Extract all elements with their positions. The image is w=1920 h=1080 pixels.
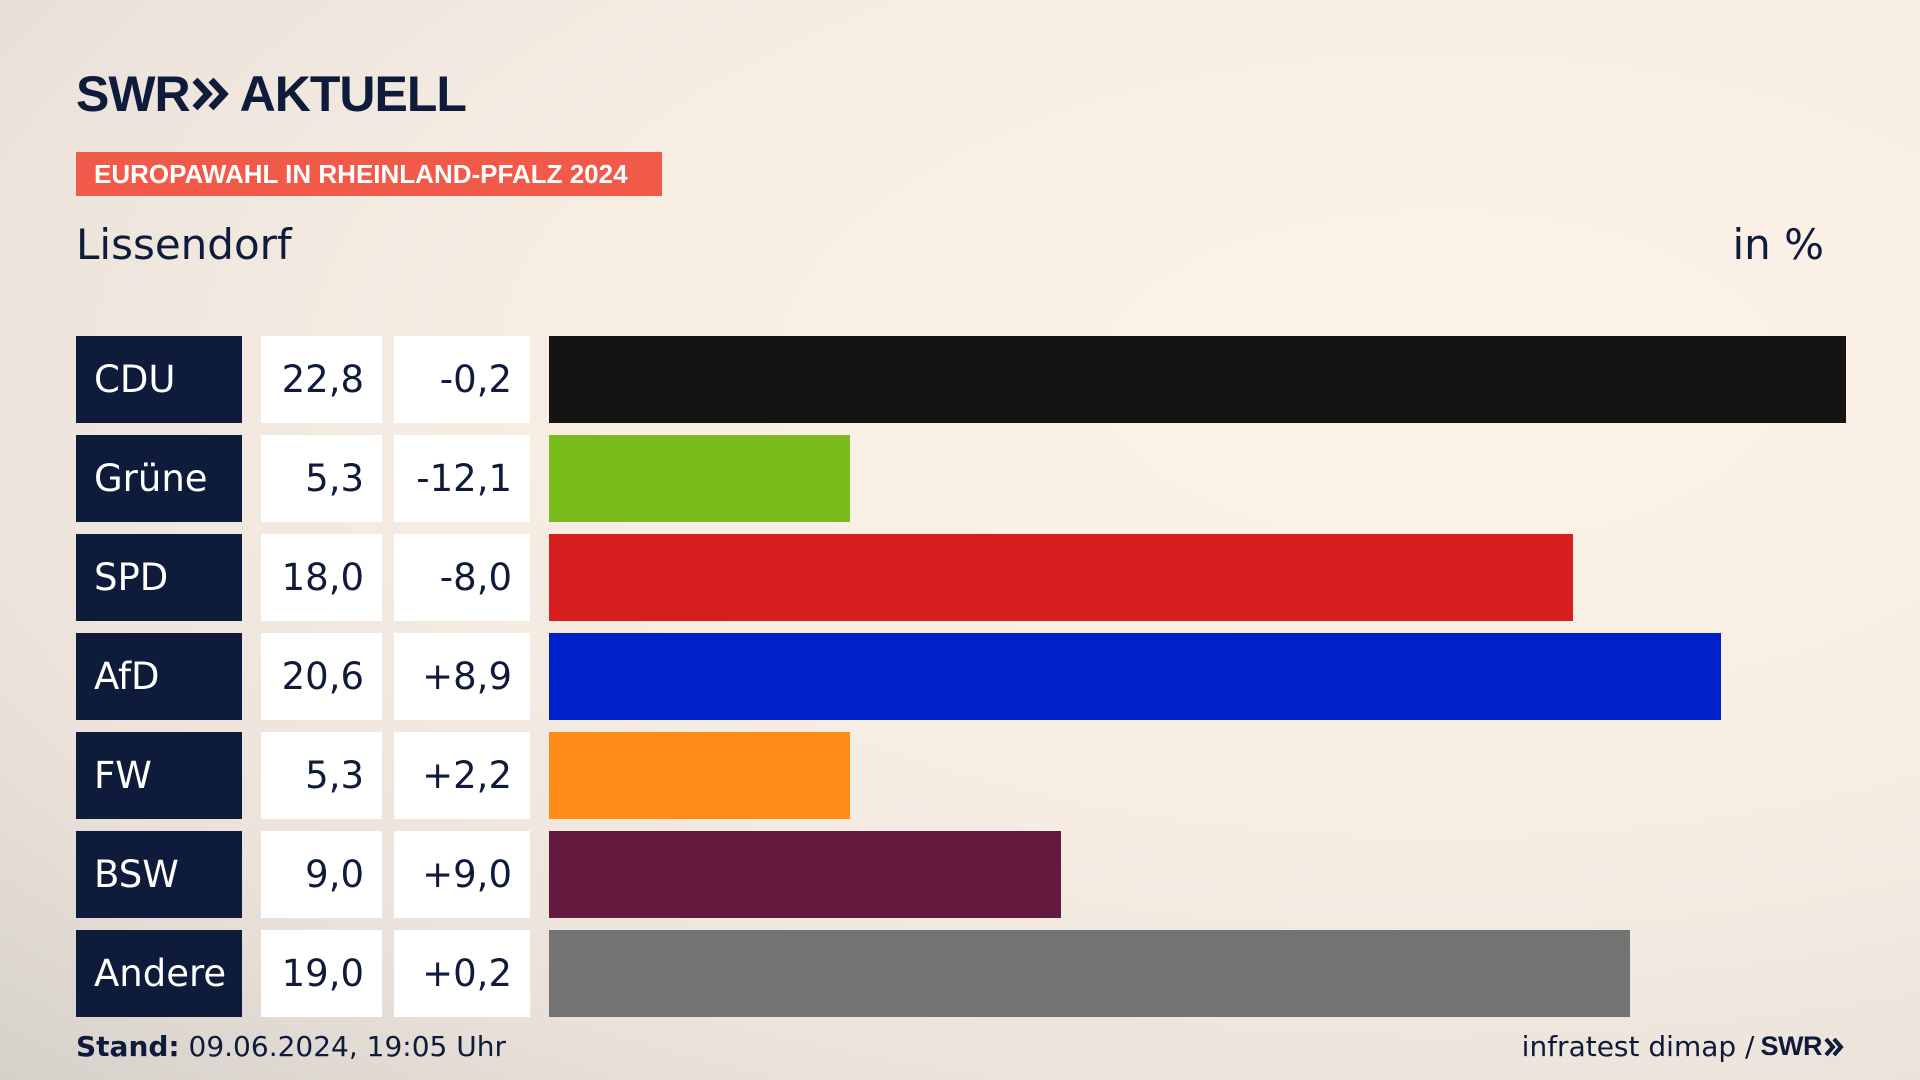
unit-label: in % (1732, 220, 1824, 269)
value-label: 5,3 (261, 732, 382, 819)
bar (549, 633, 1721, 720)
bar (549, 831, 1061, 918)
value-label: 22,8 (261, 336, 382, 423)
brand-swr: SWR (76, 66, 191, 122)
stand-value: 09.06.2024, 19:05 Uhr (188, 1030, 506, 1063)
diff-label: -0,2 (394, 336, 530, 423)
diff-label: +2,2 (394, 732, 530, 819)
swr-aktuell-logo: SWR AKTUELL (76, 66, 467, 122)
party-label: Grüne (76, 435, 242, 522)
party-label: SPD (76, 534, 242, 621)
source-brand: SWR (1760, 1031, 1823, 1061)
diff-label: +8,9 (394, 633, 530, 720)
bar (549, 930, 1630, 1017)
bar (549, 435, 850, 522)
location-title: Lissendorf (76, 220, 292, 269)
bar (549, 534, 1573, 621)
party-label: Andere (76, 930, 242, 1017)
election-banner: EUROPAWAHL IN RHEINLAND-PFALZ 2024 (76, 152, 662, 196)
value-label: 20,6 (261, 633, 382, 720)
brand-aktuell: AKTUELL (239, 66, 467, 122)
diff-label: +0,2 (394, 930, 530, 1017)
value-label: 18,0 (261, 534, 382, 621)
party-label: CDU (76, 336, 242, 423)
value-label: 19,0 (261, 930, 382, 1017)
diff-label: -12,1 (394, 435, 530, 522)
bar (549, 732, 850, 819)
double-chevron-small-icon (1824, 1037, 1844, 1057)
source-credit: infratest dimap / SWR (1522, 1030, 1844, 1063)
double-chevron-icon (192, 77, 230, 111)
party-label: FW (76, 732, 242, 819)
timestamp: Stand: 09.06.2024, 19:05 Uhr (76, 1030, 506, 1063)
value-label: 5,3 (261, 435, 382, 522)
party-label: AfD (76, 633, 242, 720)
diff-label: +9,0 (394, 831, 530, 918)
stand-label: Stand: (76, 1030, 180, 1063)
bar (549, 336, 1846, 423)
diff-label: -8,0 (394, 534, 530, 621)
party-label: BSW (76, 831, 242, 918)
source-text: infratest dimap / (1521, 1030, 1755, 1063)
value-label: 9,0 (261, 831, 382, 918)
